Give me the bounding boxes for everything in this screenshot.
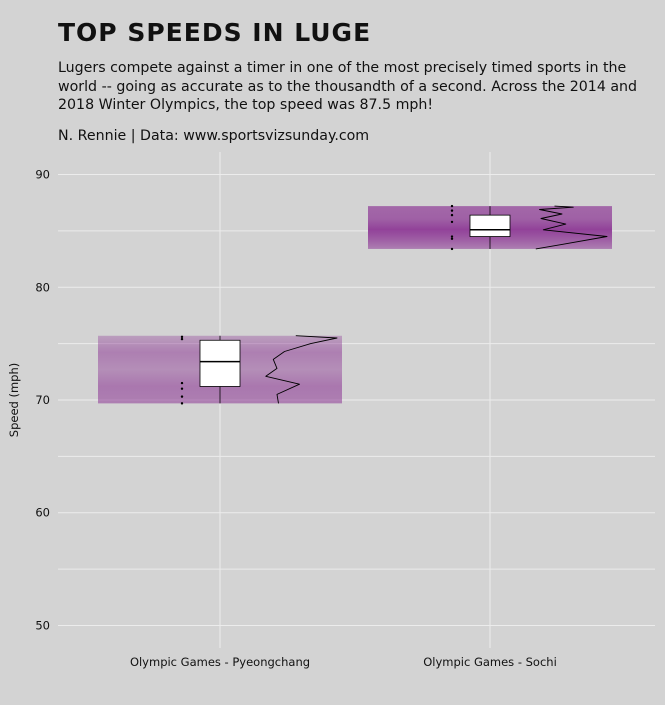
data-point <box>180 337 184 341</box>
y-axis-title: Speed (mph) <box>7 363 21 437</box>
data-point <box>450 204 454 208</box>
chart-marks <box>98 204 612 405</box>
box-iqr <box>469 214 511 237</box>
data-point <box>180 335 184 339</box>
data-point <box>180 395 184 398</box>
data-point <box>450 247 454 251</box>
box-iqr <box>199 339 241 387</box>
x-tick-labels: Olympic Games - Pyeongchang Olympic Games… <box>130 655 557 669</box>
chart-title: Top Speeds in Luge <box>58 18 372 47</box>
chart-caption: N. Rennie | Data: www.sportsvizsunday.co… <box>58 128 370 144</box>
data-point <box>180 387 184 390</box>
data-point <box>450 220 454 224</box>
density-curve <box>535 205 608 250</box>
data-point <box>180 402 184 405</box>
x-tick-label: Olympic Games - Sochi <box>423 655 557 669</box>
y-tick-label: 60 <box>35 506 50 520</box>
density-curve <box>265 335 338 404</box>
data-point <box>180 381 184 385</box>
data-point <box>450 235 454 238</box>
y-tick-label: 50 <box>35 618 50 632</box>
y-tick-label: 80 <box>35 280 50 294</box>
y-tick-label: 70 <box>35 393 50 407</box>
data-point <box>450 237 454 240</box>
chart-subtitle: Lugers compete against a timer in one of… <box>58 60 638 113</box>
data-point <box>450 209 454 212</box>
data-point <box>450 213 454 217</box>
y-tick-label: 90 <box>35 168 50 182</box>
x-tick-label: Olympic Games - Pyeongchang <box>130 655 310 669</box>
y-tick-labels: 50 60 70 80 90 <box>35 168 50 633</box>
